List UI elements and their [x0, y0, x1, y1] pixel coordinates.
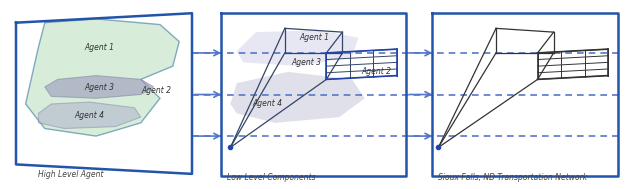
Text: Agent 1: Agent 1 [300, 33, 330, 42]
Text: Agent 4: Agent 4 [253, 99, 283, 108]
Polygon shape [26, 19, 179, 136]
Polygon shape [237, 30, 358, 66]
Polygon shape [38, 102, 141, 129]
Polygon shape [230, 72, 365, 123]
Polygon shape [45, 76, 154, 98]
Text: Agent 2: Agent 2 [362, 67, 392, 76]
Text: Sioux Falls, ND Transportation Network: Sioux Falls, ND Transportation Network [438, 173, 588, 182]
Text: Agent 1: Agent 1 [84, 43, 114, 52]
Text: High Level Agent: High Level Agent [38, 170, 104, 179]
Text: Agent 3: Agent 3 [84, 83, 114, 92]
Text: Agent 3: Agent 3 [291, 58, 321, 67]
Text: Agent 4: Agent 4 [75, 111, 104, 120]
Text: Agent 2: Agent 2 [142, 86, 172, 95]
Text: Low Level Components: Low Level Components [227, 173, 316, 182]
